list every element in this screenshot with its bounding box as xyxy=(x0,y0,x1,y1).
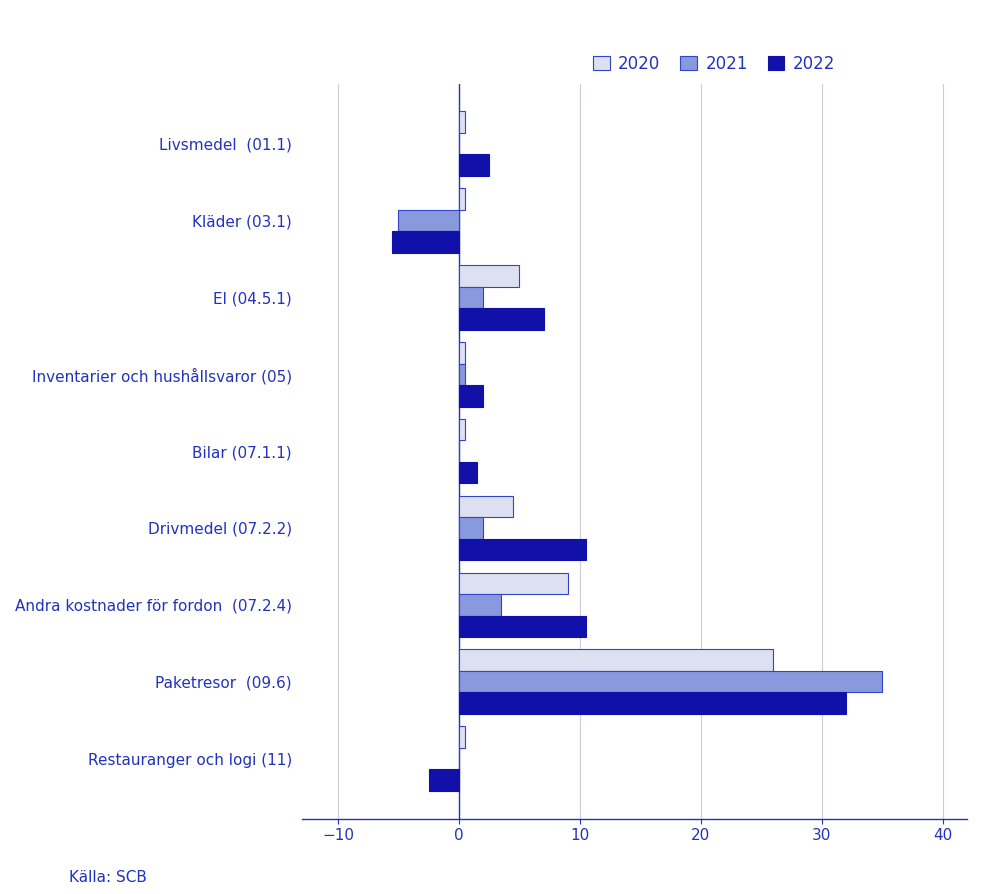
Bar xyxy=(399,210,459,232)
Bar xyxy=(393,232,459,253)
Bar xyxy=(459,572,568,595)
Bar xyxy=(459,385,483,407)
Bar xyxy=(459,155,489,176)
Bar xyxy=(459,342,465,364)
Bar xyxy=(459,616,586,637)
Bar xyxy=(459,495,514,518)
Bar xyxy=(459,693,846,714)
Bar xyxy=(459,419,465,441)
Text: Källa: SCB: Källa: SCB xyxy=(69,870,146,885)
Bar xyxy=(459,670,883,693)
Bar xyxy=(429,770,459,791)
Bar xyxy=(459,189,465,210)
Bar xyxy=(459,462,477,484)
Legend: 2020, 2021, 2022: 2020, 2021, 2022 xyxy=(586,48,842,80)
Bar xyxy=(459,539,586,561)
Bar xyxy=(459,518,483,539)
Bar xyxy=(459,266,519,287)
Bar xyxy=(459,287,483,308)
Bar xyxy=(459,112,465,133)
Bar xyxy=(459,649,774,670)
Bar xyxy=(459,364,465,385)
Bar xyxy=(459,595,501,616)
Bar xyxy=(459,308,544,330)
Bar xyxy=(459,726,465,747)
